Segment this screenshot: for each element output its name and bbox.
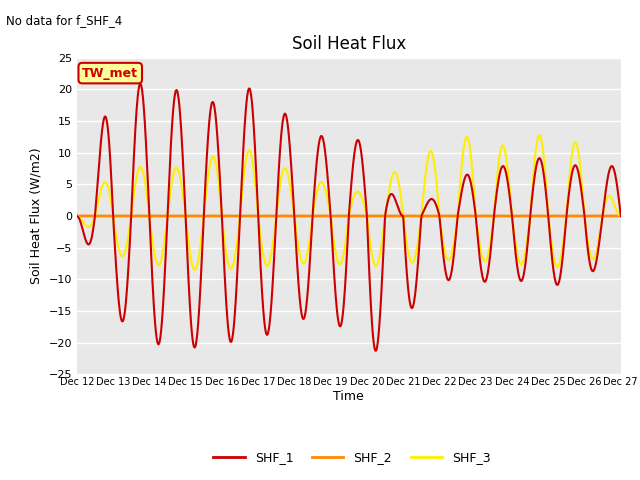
- Text: TW_met: TW_met: [82, 67, 138, 80]
- Y-axis label: Soil Heat Flux (W/m2): Soil Heat Flux (W/m2): [30, 148, 43, 284]
- Text: No data for f_SHF_4: No data for f_SHF_4: [6, 14, 123, 27]
- Title: Soil Heat Flux: Soil Heat Flux: [292, 35, 406, 53]
- Legend: SHF_1, SHF_2, SHF_3: SHF_1, SHF_2, SHF_3: [209, 446, 495, 469]
- X-axis label: Time: Time: [333, 390, 364, 403]
